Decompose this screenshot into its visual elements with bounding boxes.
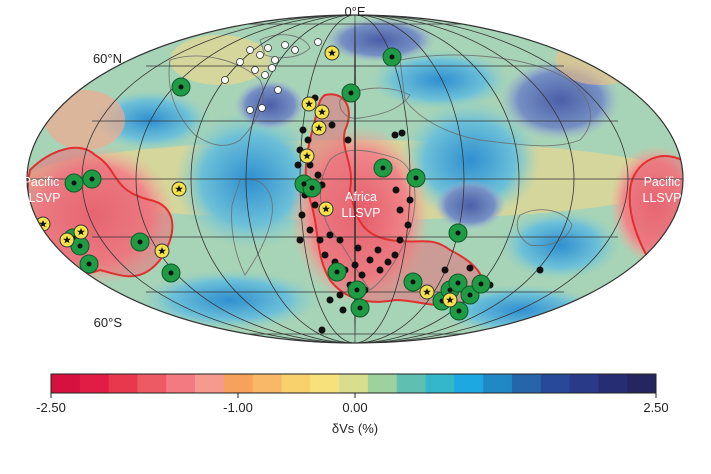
colorbar-segment (339, 374, 369, 393)
colorbar-segment (598, 374, 628, 393)
colorbar-tick-label-250: 2.50 (643, 400, 668, 415)
colorbar-segment (108, 374, 138, 393)
colorbar-label: δVs (%) (332, 421, 378, 436)
colorbar-segment (79, 374, 110, 393)
globe-outline (26, 14, 684, 344)
green-hotspots (63, 47, 491, 321)
lat-60s-label: 60°S (94, 315, 123, 330)
colorbar-segment (137, 374, 167, 393)
africa-llsvp-label-2: LLSVP (342, 206, 381, 220)
colorbar-segment (195, 374, 225, 393)
colorbar-segment (396, 374, 426, 393)
colorbar-segment (51, 374, 81, 393)
colorbar-segment (281, 374, 311, 393)
pacific-llsvp-left-label-2: LLSVP (22, 191, 61, 205)
colorbar-segment (223, 374, 254, 393)
colorbar-tick-label-m250: -2.50 (36, 400, 66, 415)
lat-60n-label: 60°N (93, 51, 122, 66)
colorbar-segment (425, 374, 455, 393)
colorbar-segment (367, 374, 398, 393)
colorbar-segment (310, 374, 340, 393)
colorbar-segment (627, 374, 657, 393)
colorbar-segment (540, 374, 570, 393)
pacific-llsvp-right-label-2: LLSVP (643, 191, 682, 205)
lon-0-label: 0°E (344, 4, 365, 19)
africa-llsvp-label: Africa (345, 190, 377, 204)
colorbar-segment (166, 374, 196, 393)
pacific-llsvp-right-label: Pacific (644, 175, 681, 189)
colorbar-segment (511, 374, 542, 393)
colorbar-border (50, 373, 657, 394)
colorbar-segment (252, 374, 282, 393)
colorbar-segment (569, 374, 599, 393)
colorbar-segment (454, 374, 484, 393)
pacific-llsvp-left-label: Pacific (23, 175, 60, 189)
colorbar (50, 373, 657, 394)
yellow-star-hotspots (35, 45, 458, 308)
colorbar-tick-label-0: 0.00 (342, 400, 367, 415)
colorbar-segment (483, 374, 513, 393)
continent-outlines (168, 34, 591, 291)
white-dots (221, 38, 322, 114)
colorbar-tick-label-m100: -1.00 (223, 400, 253, 415)
